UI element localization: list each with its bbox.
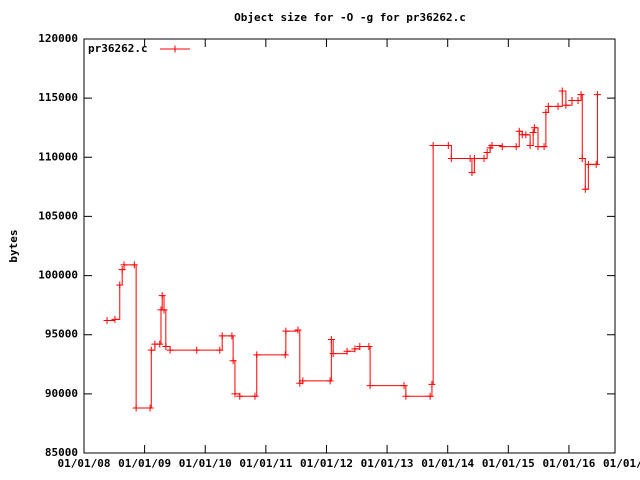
point bbox=[574, 97, 582, 105]
point bbox=[160, 306, 168, 314]
point bbox=[534, 143, 542, 151]
point bbox=[512, 143, 520, 151]
x-tick-label: 01/01/11 bbox=[239, 457, 292, 470]
x-tick-label: 01/01/13 bbox=[361, 457, 414, 470]
point bbox=[366, 382, 374, 390]
point bbox=[426, 392, 434, 400]
point bbox=[166, 346, 174, 354]
point bbox=[540, 143, 548, 151]
point bbox=[522, 131, 530, 139]
y-tick-label: 95000 bbox=[45, 328, 78, 341]
x-tick-label: 01/01/08 bbox=[58, 457, 111, 470]
point bbox=[218, 332, 226, 340]
point bbox=[158, 292, 166, 300]
point bbox=[216, 346, 224, 354]
point bbox=[156, 340, 164, 348]
x-tick-label: 01/01/16 bbox=[542, 457, 595, 470]
point bbox=[282, 327, 290, 335]
x-tick-label: 01/01/10 bbox=[179, 457, 232, 470]
point bbox=[329, 350, 337, 358]
point bbox=[343, 347, 351, 355]
point bbox=[444, 141, 452, 149]
point bbox=[480, 154, 488, 162]
point bbox=[251, 392, 259, 400]
point bbox=[526, 141, 534, 149]
x-tick-label: 01/01/09 bbox=[118, 457, 171, 470]
point bbox=[132, 404, 140, 412]
point bbox=[544, 102, 552, 110]
point bbox=[193, 346, 201, 354]
point bbox=[162, 343, 170, 351]
point bbox=[542, 108, 550, 116]
legend-swatch bbox=[160, 45, 190, 53]
point bbox=[530, 124, 538, 132]
y-axis-label: bytes bbox=[7, 229, 20, 262]
legend-label: pr36262.c bbox=[88, 42, 148, 55]
chart-title: Object size for -O -g for pr36262.c bbox=[234, 11, 466, 24]
point bbox=[562, 101, 570, 109]
point bbox=[592, 160, 600, 168]
point bbox=[146, 404, 154, 412]
point bbox=[111, 315, 119, 323]
point bbox=[281, 351, 289, 359]
point bbox=[147, 346, 155, 354]
point bbox=[130, 261, 138, 269]
point bbox=[356, 343, 364, 351]
point bbox=[103, 317, 111, 325]
y-tick-label: 105000 bbox=[38, 209, 78, 222]
point bbox=[577, 91, 585, 99]
point bbox=[299, 377, 307, 385]
point bbox=[447, 154, 455, 162]
y-tick-label: 100000 bbox=[38, 269, 78, 282]
point bbox=[116, 281, 124, 289]
point bbox=[558, 87, 566, 95]
point bbox=[236, 392, 244, 400]
x-tick-label: 01/01/14 bbox=[421, 457, 474, 470]
point bbox=[515, 127, 523, 135]
point bbox=[118, 266, 126, 274]
point bbox=[365, 343, 373, 351]
point bbox=[229, 357, 237, 365]
y-tick-label: 85000 bbox=[45, 446, 78, 459]
y-tick-label: 115000 bbox=[38, 91, 78, 104]
point bbox=[326, 377, 334, 385]
point bbox=[468, 169, 476, 177]
point bbox=[120, 261, 128, 269]
x-tick-label: 01/01/15 bbox=[482, 457, 535, 470]
point bbox=[429, 141, 437, 149]
point bbox=[488, 141, 496, 149]
point bbox=[294, 326, 302, 334]
x-tick-label: 01/01/17 bbox=[603, 457, 640, 470]
point bbox=[228, 332, 236, 340]
point bbox=[581, 185, 589, 193]
point bbox=[568, 97, 576, 105]
x-tick-label: 01/01/12 bbox=[300, 457, 353, 470]
point bbox=[529, 128, 537, 136]
y-tick-label: 110000 bbox=[38, 150, 78, 163]
plot-border bbox=[83, 38, 616, 454]
y-tick-label: 90000 bbox=[45, 387, 78, 400]
point bbox=[253, 351, 261, 359]
point bbox=[470, 154, 478, 162]
point bbox=[554, 102, 562, 110]
point bbox=[327, 335, 335, 343]
point bbox=[351, 345, 359, 353]
point bbox=[402, 392, 410, 400]
point bbox=[231, 390, 239, 398]
point bbox=[400, 382, 408, 390]
series-line bbox=[107, 90, 598, 409]
y-tick-label: 120000 bbox=[38, 32, 78, 45]
point bbox=[498, 143, 506, 151]
point bbox=[578, 154, 586, 162]
point bbox=[428, 380, 436, 388]
point bbox=[593, 91, 601, 99]
point bbox=[584, 160, 592, 168]
point bbox=[483, 149, 491, 157]
